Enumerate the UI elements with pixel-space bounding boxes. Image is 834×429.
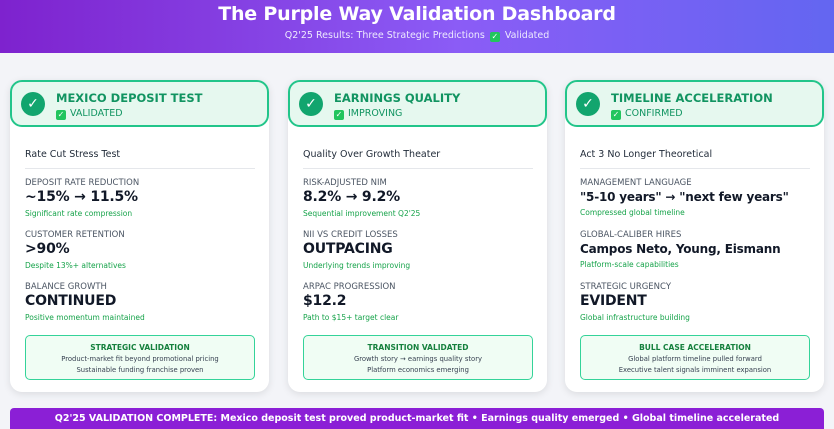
summary-line: Global platform timeline pulled forward — [628, 355, 762, 363]
metric-label: DEPOSIT RATE REDUCTION — [25, 178, 140, 188]
card-timeline-acceleration: ✓ TIMELINE ACCELERATION ✓ CONFIRMED Act 3… — [565, 80, 824, 392]
metric-label: MANAGEMENT LANGUAGE — [580, 178, 692, 188]
metric-value: "5-10 years" → "next few years" — [580, 190, 789, 204]
metric-value: ~15% → 11.5% — [25, 189, 138, 205]
metric-label: RISK-ADJUSTED NIM — [303, 178, 387, 188]
metric-label: GLOBAL-CALIBER HIRES — [580, 230, 682, 240]
metric-value: OUTPACING — [303, 241, 393, 257]
divider — [25, 168, 255, 169]
subtitle-prefix: Q2'25 Results: Three Strategic Predictio… — [284, 30, 485, 41]
status-label: VALIDATED — [70, 108, 123, 119]
metric-value: 8.2% → 9.2% — [303, 189, 400, 205]
metric-note: Despite 13%+ alternatives — [25, 261, 126, 270]
banner-status: ✓ VALIDATED — [56, 108, 123, 120]
card-banner: ✓ MEXICO DEPOSIT TEST ✓ VALIDATED — [10, 80, 269, 127]
metric-label: BALANCE GROWTH — [25, 282, 107, 292]
metric-value: $12.2 — [303, 293, 347, 309]
subtitle-suffix: Validated — [504, 30, 550, 41]
page-subtitle: Q2'25 Results: Three Strategic Predictio… — [0, 30, 834, 42]
card-title: Act 3 No Longer Theoretical — [580, 149, 713, 160]
summary-box: STRATEGIC VALIDATION Product-market fit … — [25, 335, 255, 380]
metric-note: Path to $15+ target clear — [303, 313, 399, 322]
metric-value: CONTINUED — [25, 293, 117, 309]
metric-value: Campos Neto, Young, Eismann — [580, 242, 781, 256]
summary-line: Product-market fit beyond promotional pr… — [61, 355, 219, 363]
divider — [580, 168, 810, 169]
banner-title: MEXICO DEPOSIT TEST — [56, 91, 203, 105]
status-label: CONFIRMED — [625, 108, 683, 119]
check-square-icon: ✓ — [56, 110, 66, 120]
status-label: IMPROVING — [348, 108, 403, 119]
metric: ARPAC PROGRESSION $12.2 Path to $15+ tar… — [303, 282, 538, 322]
metric-note: Positive momentum maintained — [25, 313, 145, 322]
metric-note: Platform-scale capabilities — [580, 260, 679, 269]
metric: CUSTOMER RETENTION >90% Despite 13%+ alt… — [25, 230, 260, 270]
metric-value: EVIDENT — [580, 293, 647, 309]
divider — [303, 168, 533, 169]
check-circle-icon: ✓ — [299, 92, 323, 116]
metric: GLOBAL-CALIBER HIRES Campos Neto, Young,… — [580, 230, 815, 269]
metric-note: Significant rate compression — [25, 209, 133, 218]
metric-note: Compressed global timeline — [580, 208, 685, 217]
banner-status: ✓ CONFIRMED — [611, 108, 683, 120]
summary-line: Platform economics emerging — [367, 366, 469, 374]
check-square-icon: ✓ — [611, 110, 621, 120]
card-earnings-quality: ✓ EARNINGS QUALITY ✓ IMPROVING Quality Ov… — [288, 80, 547, 392]
metric-note: Global infrastructure building — [580, 313, 690, 322]
banner-title: EARNINGS QUALITY — [334, 91, 461, 105]
summary-box: TRANSITION VALIDATED Growth story → earn… — [303, 335, 533, 380]
check-circle-icon: ✓ — [21, 92, 45, 116]
summary-box: BULL CASE ACCELERATION Global platform t… — [580, 335, 810, 380]
card-mexico-deposit-test: ✓ MEXICO DEPOSIT TEST ✓ VALIDATED Rate Cu… — [10, 80, 269, 392]
metric: BALANCE GROWTH CONTINUED Positive moment… — [25, 282, 260, 322]
metric: MANAGEMENT LANGUAGE "5-10 years" → "next… — [580, 178, 815, 217]
metric: NII VS CREDIT LOSSES OUTPACING Underlyin… — [303, 230, 538, 270]
summary-line: Executive talent signals imminent expans… — [618, 366, 772, 374]
metric-label: ARPAC PROGRESSION — [303, 282, 396, 292]
summary-title: BULL CASE ACCELERATION — [639, 343, 751, 352]
check-circle-icon: ✓ — [576, 92, 600, 116]
card-title: Quality Over Growth Theater — [303, 149, 441, 160]
banner-title: TIMELINE ACCELERATION — [611, 91, 773, 105]
metric-label: CUSTOMER RETENTION — [25, 230, 125, 240]
card-banner: ✓ EARNINGS QUALITY ✓ IMPROVING — [288, 80, 547, 127]
page-title: The Purple Way Validation Dashboard — [218, 3, 616, 25]
summary-title: TRANSITION VALIDATED — [367, 343, 469, 352]
metric-note: Underlying trends improving — [303, 261, 411, 270]
check-icon: ✓ — [489, 32, 500, 42]
card-banner: ✓ TIMELINE ACCELERATION ✓ CONFIRMED — [565, 80, 824, 127]
dashboard-header: The Purple Way Validation Dashboard Q2'2… — [0, 0, 834, 53]
banner-status: ✓ IMPROVING — [334, 108, 402, 120]
metric-note: Sequential improvement Q2'25 — [303, 209, 421, 218]
metric: STRATEGIC URGENCY EVIDENT Global infrast… — [580, 282, 815, 322]
metric: DEPOSIT RATE REDUCTION ~15% → 11.5% Sign… — [25, 178, 260, 218]
summary-line: Growth story → earnings quality story — [353, 355, 483, 363]
metric-value: >90% — [25, 241, 70, 257]
summary-line: Sustainable funding franchise proven — [76, 366, 204, 374]
metric-label: NII VS CREDIT LOSSES — [303, 230, 398, 240]
card-title: Rate Cut Stress Test — [25, 149, 121, 160]
check-square-icon: ✓ — [334, 110, 344, 120]
metric: RISK-ADJUSTED NIM 8.2% → 9.2% Sequential… — [303, 178, 538, 218]
metric-label: STRATEGIC URGENCY — [580, 282, 672, 292]
footer-banner: Q2'25 VALIDATION COMPLETE: Mexico deposi… — [10, 408, 824, 429]
summary-title: STRATEGIC VALIDATION — [90, 343, 190, 352]
